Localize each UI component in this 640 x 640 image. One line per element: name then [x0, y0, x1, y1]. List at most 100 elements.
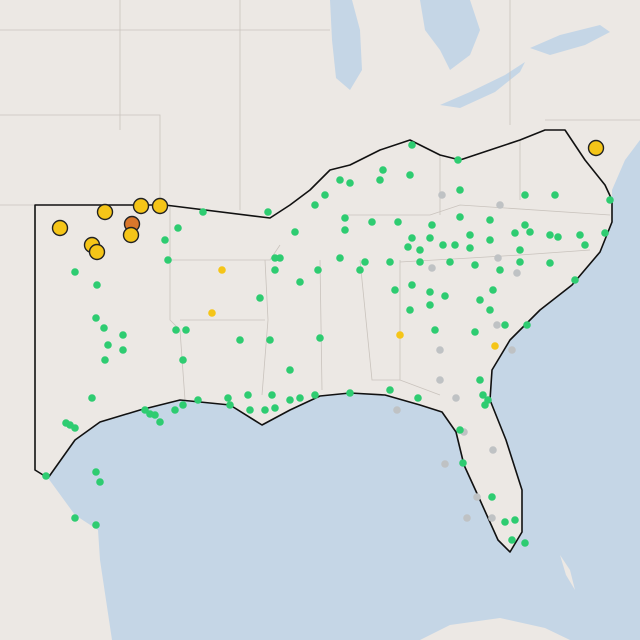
marker-green	[496, 266, 504, 274]
marker-green	[346, 179, 354, 187]
marker-green	[336, 254, 344, 262]
marker-green	[521, 539, 529, 547]
marker-gray	[393, 406, 401, 414]
marker-green	[439, 241, 447, 249]
marker-green	[456, 186, 464, 194]
marker-green	[42, 472, 50, 480]
marker-green	[454, 156, 462, 164]
marker-green	[521, 221, 529, 229]
region-boundary	[34, 129, 613, 553]
marker-green	[471, 261, 479, 269]
marker-green	[508, 536, 516, 544]
lake-huron	[420, 0, 480, 70]
marker-green	[264, 208, 272, 216]
marker-green	[516, 258, 524, 266]
marker-gray	[473, 493, 481, 501]
marker-green	[156, 418, 164, 426]
marker-green	[456, 426, 464, 434]
ocean	[48, 140, 640, 640]
marker-gray	[463, 514, 471, 522]
marker-green	[141, 406, 149, 414]
marker-green	[199, 208, 207, 216]
marker-green	[172, 326, 180, 334]
marker-green	[441, 292, 449, 300]
marker-green	[404, 243, 412, 251]
marker-green	[511, 516, 519, 524]
marker-green	[486, 236, 494, 244]
marker-green	[414, 394, 422, 402]
marker-gray	[441, 460, 449, 468]
marker-gray	[428, 264, 436, 272]
marker-green	[466, 231, 474, 239]
marker-yellow-large	[122, 226, 140, 244]
marker-green	[71, 268, 79, 276]
marker-green	[488, 493, 496, 501]
marker-green	[451, 241, 459, 249]
marker-green	[386, 386, 394, 394]
marker-green	[171, 406, 179, 414]
marker-gray	[452, 394, 460, 402]
marker-green	[356, 266, 364, 274]
marker-green	[546, 259, 554, 267]
marker-green	[119, 346, 127, 354]
marker-green	[486, 306, 494, 314]
marker-green	[501, 321, 509, 329]
marker-green	[546, 231, 554, 239]
marker-green	[386, 258, 394, 266]
marker-green	[296, 278, 304, 286]
marker-green	[62, 419, 70, 427]
marker-green	[236, 336, 244, 344]
marker-yellow-large	[151, 197, 169, 215]
marker-green	[314, 266, 322, 274]
marker-yellow-small	[491, 342, 499, 350]
marker-green	[428, 221, 436, 229]
marker-green	[271, 266, 279, 274]
marker-green	[164, 256, 172, 264]
marker-gray	[489, 446, 497, 454]
marker-green	[256, 294, 264, 302]
marker-green	[416, 246, 424, 254]
marker-green	[576, 231, 584, 239]
marker-yellow-large	[132, 197, 150, 215]
marker-green	[246, 406, 254, 414]
marker-green	[486, 216, 494, 224]
marker-green	[361, 258, 369, 266]
marker-green	[521, 191, 529, 199]
marker-green	[523, 321, 531, 329]
marker-green	[426, 301, 434, 309]
marker-green	[226, 401, 234, 409]
marker-green	[606, 196, 614, 204]
marker-yellow-large	[96, 203, 114, 221]
marker-green	[408, 281, 416, 289]
marker-green	[379, 166, 387, 174]
bahamas	[560, 555, 575, 590]
marker-green	[484, 396, 492, 404]
marker-green	[406, 171, 414, 179]
marker-green	[71, 514, 79, 522]
marker-gray	[436, 346, 444, 354]
marker-green	[224, 394, 232, 402]
marker-green	[426, 288, 434, 296]
marker-green	[244, 391, 252, 399]
marker-green	[391, 286, 399, 294]
marker-green	[341, 226, 349, 234]
marker-green	[526, 228, 534, 236]
marker-green	[476, 376, 484, 384]
marker-green	[476, 296, 484, 304]
marker-gray	[508, 346, 516, 354]
marker-green	[368, 218, 376, 226]
marker-green	[446, 258, 454, 266]
marker-green	[93, 281, 101, 289]
marker-green	[151, 411, 159, 419]
lake-ontario	[530, 25, 610, 55]
marker-yellow-large	[88, 243, 106, 261]
marker-green	[336, 176, 344, 184]
marker-green	[266, 336, 274, 344]
marker-yellow-small	[396, 331, 404, 339]
marker-green	[92, 314, 100, 322]
marker-green	[179, 401, 187, 409]
marker-green	[88, 394, 96, 402]
marker-green	[161, 236, 169, 244]
marker-green	[466, 244, 474, 252]
